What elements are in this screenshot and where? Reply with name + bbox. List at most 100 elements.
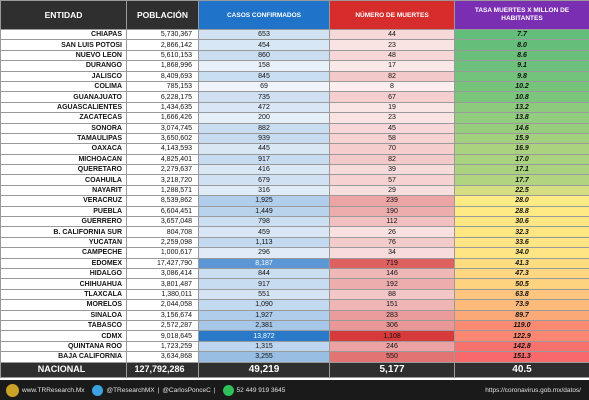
cell-poblacion: 1,288,571 [126, 184, 199, 197]
table-row: CAMPECHE 1,000,617 296 34 34.0 [0, 247, 589, 259]
header-poblacion: POBLACIÓN [126, 0, 199, 30]
cell-poblacion: 9,018,645 [126, 330, 199, 342]
cell-tasa: 9.8 [454, 70, 589, 82]
cell-casos: 679 [198, 174, 330, 186]
cell-entidad: NAYARIT [0, 184, 127, 197]
cell-tasa: 14.6 [454, 122, 589, 134]
cell-tasa: 10.8 [454, 91, 589, 103]
table-row: QUINTANA ROO 1,723,259 1,315 246 142.8 [0, 340, 589, 353]
table-row: BAJA CALIFORNIA 3,634,868 3,255 550 151.3 [0, 351, 589, 363]
cell-muertes: 67 [329, 91, 455, 103]
cell-tasa: 10.2 [454, 80, 589, 93]
cell-muertes: 88 [329, 288, 455, 301]
cell-tasa: 63.8 [454, 288, 589, 301]
cell-entidad: ZACATECAS [0, 112, 127, 124]
cell-muertes: 719 [329, 257, 455, 270]
cell-casos: 845 [198, 70, 330, 82]
cell-muertes: 26 [329, 226, 455, 238]
table-row: COLIMA 785,153 69 8 10.2 [0, 80, 589, 93]
cell-entidad: YUCATAN [0, 236, 127, 249]
table-row: B. CALIFORNIA SUR 804,708 459 26 32.3 [0, 226, 589, 238]
footer-phone: 52 449 919 3645 [236, 386, 286, 394]
cell-poblacion: 5,730,367 [126, 28, 199, 41]
trresearch-logo-icon [6, 383, 19, 397]
table-row: MORELOS 2,044,058 1,090 151 73.9 [0, 299, 589, 311]
cell-muertes: 34 [329, 247, 455, 259]
cell-poblacion: 2,259,098 [126, 236, 199, 249]
table-row: YUCATAN 2,259,098 1,113 76 33.6 [0, 236, 589, 249]
cell-muertes: 239 [329, 195, 455, 207]
cell-poblacion: 3,801,487 [126, 278, 199, 290]
cell-casos: 939 [198, 132, 330, 145]
cell-casos: 158 [198, 60, 330, 72]
table-row: GUERRERO 3,657,048 798 112 30.6 [0, 216, 589, 228]
cell-entidad: MORELOS [0, 299, 127, 311]
cell-tasa: 119.0 [454, 319, 589, 332]
cell-entidad: EDOMEX [0, 257, 127, 270]
cell-poblacion: 2,044,058 [126, 299, 199, 311]
cell-casos: 551 [198, 288, 330, 301]
cell-entidad: TLAXCALA [0, 288, 127, 301]
cell-poblacion: 4,825,401 [126, 153, 199, 166]
cell-casos: 860 [198, 49, 330, 62]
cell-poblacion: 6,604,451 [126, 205, 199, 218]
cell-casos: 798 [198, 216, 330, 228]
cell-casos: 844 [198, 267, 330, 280]
total-tasa: 40.5 [454, 361, 589, 378]
cell-muertes: 146 [329, 267, 455, 280]
whatsapp-icon [222, 384, 234, 396]
header-entidad: ENTIDAD [0, 0, 127, 30]
cell-casos: 416 [198, 164, 330, 176]
header-casos: CASOS CONFIRMADOS [198, 0, 330, 30]
cell-poblacion: 3,657,048 [126, 216, 199, 228]
footer-source: https://coronavirus.gob.mx/datos/ [485, 386, 581, 394]
cell-tasa: 142.8 [454, 340, 589, 353]
cell-entidad: QUINTANA ROO [0, 340, 127, 353]
table-row: SINALOA 3,156,674 1,927 283 89.7 [0, 309, 589, 321]
cell-muertes: 29 [329, 184, 455, 197]
cell-muertes: 19 [329, 101, 455, 114]
cell-muertes: 48 [329, 49, 455, 62]
cell-muertes: 23 [329, 112, 455, 124]
cell-entidad: TABASCO [0, 319, 127, 332]
table-row: VERACRUZ 8,539,862 1,925 239 28.0 [0, 195, 589, 207]
table-row: CHIHUAHUA 3,801,487 917 192 50.5 [0, 278, 589, 290]
cell-entidad: CHIAPAS [0, 28, 127, 41]
twitter-icon [92, 384, 104, 396]
cell-poblacion: 17,427,790 [126, 257, 199, 270]
cell-tasa: 30.6 [454, 216, 589, 228]
cell-entidad: SONORA [0, 122, 127, 134]
cell-tasa: 33.6 [454, 236, 589, 249]
cell-tasa: 47.3 [454, 267, 589, 280]
cell-muertes: 23 [329, 39, 455, 51]
cell-tasa: 7.7 [454, 28, 589, 41]
table-row: HIDALGO 3,086,414 844 146 47.3 [0, 267, 589, 280]
total-row: NACIONAL 127,792,286 49,219 5,177 40.5 [0, 361, 589, 378]
cell-entidad: DURANGO [0, 60, 127, 72]
cell-tasa: 28.0 [454, 195, 589, 207]
cell-tasa: 122.9 [454, 330, 589, 342]
total-muertes: 5,177 [329, 361, 455, 378]
table-row: EDOMEX 17,427,790 8,187 719 41.3 [0, 257, 589, 270]
cell-poblacion: 8,539,862 [126, 195, 199, 207]
cell-muertes: 112 [329, 216, 455, 228]
cell-entidad: HIDALGO [0, 267, 127, 280]
table-row: TLAXCALA 1,380,011 551 88 63.8 [0, 288, 589, 301]
cell-casos: 296 [198, 247, 330, 259]
cell-casos: 1,315 [198, 340, 330, 353]
cell-poblacion: 1,868,996 [126, 60, 199, 72]
cell-muertes: 70 [329, 143, 455, 155]
cell-casos: 3,255 [198, 351, 330, 363]
cell-entidad: TAMAULIPAS [0, 132, 127, 145]
cell-muertes: 151 [329, 299, 455, 311]
cell-muertes: 76 [329, 236, 455, 249]
cell-muertes: 82 [329, 153, 455, 166]
cell-entidad: OAXACA [0, 143, 127, 155]
cell-poblacion: 1,723,259 [126, 340, 199, 353]
cell-muertes: 8 [329, 80, 455, 93]
cell-entidad: QUERETARO [0, 164, 127, 176]
cell-poblacion: 1,434,635 [126, 101, 199, 114]
cell-entidad: MICHOACAN [0, 153, 127, 166]
cell-poblacion: 1,000,617 [126, 247, 199, 259]
cell-casos: 445 [198, 143, 330, 155]
